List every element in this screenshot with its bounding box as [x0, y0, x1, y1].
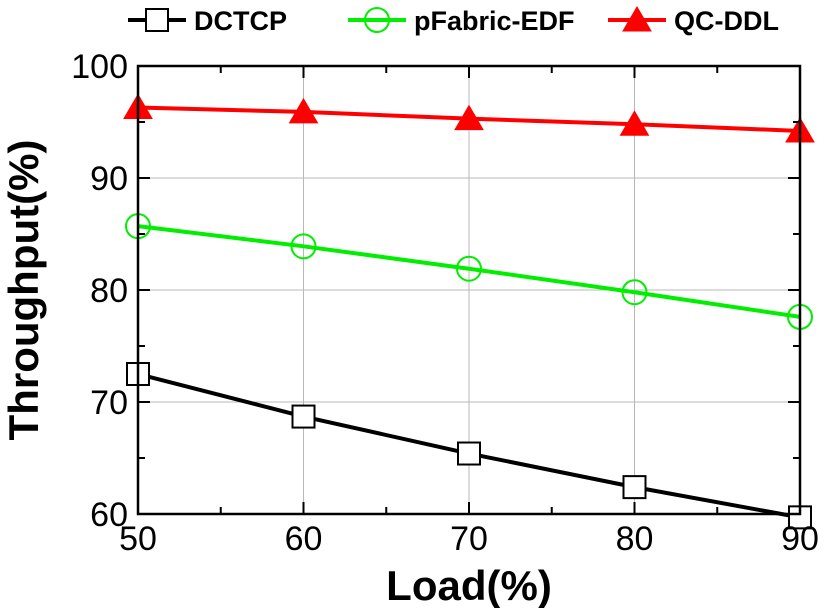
y-tick-label: 70: [90, 384, 128, 422]
legend-marker: [145, 8, 169, 32]
square-marker: [457, 441, 481, 466]
x-tick-label: 80: [616, 520, 654, 558]
y-tick-label: 80: [90, 272, 128, 310]
x-axis-title: Load(%): [386, 562, 552, 608]
y-axis-title: Throughput(%): [0, 140, 47, 441]
y-tick-label: 60: [90, 496, 128, 534]
y-tick-labels: 60 70 80 90 100: [71, 48, 128, 534]
circle-marker: [290, 233, 317, 260]
x-tick-label: 60: [285, 520, 323, 558]
triangle-marker: [454, 104, 484, 131]
legend-marker: [364, 7, 390, 33]
legend-item: QC-DDL: [608, 6, 779, 36]
y-tick-label: 90: [90, 160, 128, 198]
square-marker: [291, 404, 316, 429]
triangle-marker: [619, 110, 650, 136]
triangle-marker: [288, 97, 319, 124]
legend-item: DCTCP: [128, 6, 287, 36]
x-tick-label: 50: [119, 520, 157, 558]
circle-marker: [456, 255, 482, 282]
series-line: [137, 224, 801, 319]
legend-marker: [622, 6, 652, 32]
square-marker: [622, 475, 647, 500]
legend-label: pFabric-EDF: [414, 6, 575, 36]
x-tick-labels: 50 60 70 80 90: [119, 520, 819, 558]
legend-label: QC-DDL: [674, 6, 779, 36]
legend: DCTCP pFabric-EDF QC-DDL: [128, 6, 779, 36]
legend-item: pFabric-EDF: [348, 6, 575, 36]
axis-ticks: [137, 65, 801, 515]
circle-marker: [621, 279, 648, 306]
legend-label: DCTCP: [194, 6, 287, 36]
x-tick-label: 90: [781, 520, 819, 558]
y-tick-label: 100: [71, 48, 128, 86]
x-tick-label: 70: [450, 520, 488, 558]
